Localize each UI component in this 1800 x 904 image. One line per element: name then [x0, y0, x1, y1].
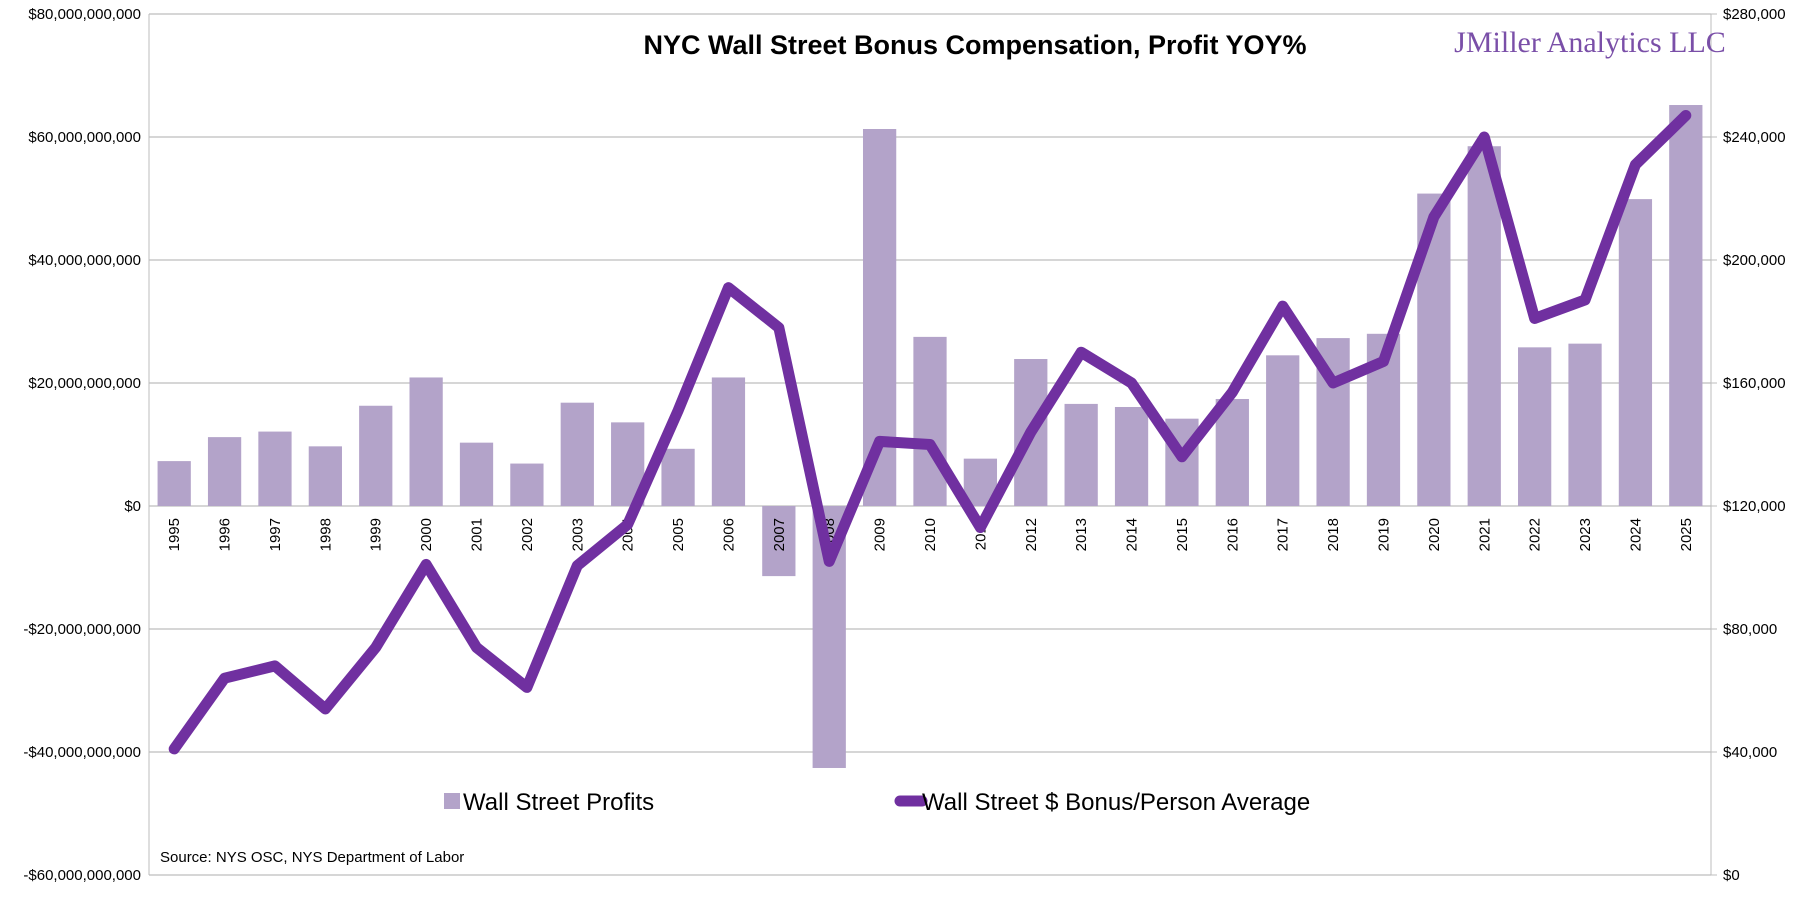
bars-profits [157, 105, 1703, 768]
left-axis-ticks: $80,000,000,000 $60,000,000,000 $40,000,00… [23, 6, 141, 884]
bar-2005 [661, 448, 695, 506]
left-tick-label: $0 [124, 498, 141, 515]
bar-2024 [1618, 199, 1653, 507]
x-tick-label: 2021 [1476, 518, 1493, 551]
x-axis-labels: 1995 1996 1997 1998 1999 2000 2001 2002 2003 2004… [166, 518, 1695, 551]
x-tick-label: 2015 [1174, 518, 1191, 551]
right-tick-label: $80,000 [1723, 621, 1777, 638]
left-tick-label: $40,000,000,000 [28, 252, 141, 269]
watermark-logo: JMiller Analytics LLC [1454, 26, 1726, 59]
legend-swatch-profits [444, 793, 460, 809]
right-tick-label: $40,000 [1723, 744, 1777, 761]
right-tick-label: $200,000 [1723, 252, 1786, 269]
x-tick-label: 2001 [469, 518, 486, 551]
right-tick-label: $0 [1723, 867, 1740, 884]
x-tick-label: 1999 [368, 518, 385, 551]
x-tick-label: 2018 [1325, 518, 1342, 551]
left-tick-label: -$60,000,000,000 [23, 867, 141, 884]
right-tick-label: $280,000 [1723, 6, 1786, 23]
bar-2010 [913, 336, 947, 506]
x-tick-label: 1995 [166, 518, 183, 551]
x-tick-label: 2024 [1627, 518, 1644, 551]
legend-label-bonus: Wall Street $ Bonus/Person Average [922, 789, 1310, 816]
x-tick-label: 2013 [1073, 518, 1090, 551]
left-tick-label: $60,000,000,000 [28, 129, 141, 146]
x-tick-label: 2012 [1023, 518, 1040, 551]
x-tick-label: 2017 [1275, 518, 1292, 551]
right-tick-label: $120,000 [1723, 498, 1786, 515]
x-tick-label: 2003 [569, 518, 586, 551]
line-bonus [168, 109, 1692, 755]
x-tick-label: 2006 [720, 518, 737, 551]
bar-2006 [711, 377, 746, 506]
legend-label-profits: Wall Street Profits [463, 789, 654, 816]
bar-1996 [207, 437, 242, 506]
x-tick-label: 2022 [1527, 518, 1544, 551]
left-tick-label: $80,000,000,000 [28, 6, 141, 23]
bar-1999 [359, 405, 393, 506]
right-tick-label: $240,000 [1723, 129, 1786, 146]
left-tick-label: -$20,000,000,000 [23, 621, 141, 638]
x-tick-label: 1998 [317, 518, 334, 551]
x-tick-label: 2010 [922, 518, 939, 551]
bar-2022 [1518, 347, 1552, 506]
chart-title: NYC Wall Street Bonus Compensation, Prof… [643, 30, 1306, 60]
x-tick-label: 2009 [872, 518, 889, 551]
right-tick-label: $160,000 [1723, 375, 1786, 392]
x-tick-label: 1997 [267, 518, 284, 551]
bar-1995 [157, 461, 191, 506]
x-tick-label: 2016 [1224, 518, 1241, 551]
left-tick-label: $20,000,000,000 [28, 375, 141, 392]
bar-2002 [510, 463, 544, 506]
x-tick-label: 2023 [1577, 518, 1594, 551]
legend: Wall Street Profits Wall Street $ Bonus/… [444, 789, 1310, 816]
x-tick-label: 2025 [1678, 518, 1695, 551]
x-tick-label: 2005 [670, 518, 687, 551]
x-tick-label: 2014 [1124, 518, 1141, 551]
bar-2007 [762, 506, 796, 577]
bar-2013 [1064, 403, 1098, 506]
bar-2025 [1669, 105, 1703, 507]
bar-2001 [459, 442, 494, 506]
x-tick-label: 2020 [1426, 518, 1443, 551]
x-tick-label: 1996 [217, 518, 234, 551]
source-note: Source: NYS OSC, NYS Department of Labor [160, 849, 464, 866]
bar-1997 [258, 431, 292, 506]
x-tick-label: 2002 [519, 518, 536, 551]
bar-2016 [1215, 398, 1249, 506]
bar-2017 [1266, 355, 1300, 506]
bar-2023 [1568, 343, 1602, 506]
x-tick-label: 2000 [418, 518, 435, 551]
right-axis-ticks: $280,000 $240,000 $200,000 $160,000 $120,000… [1723, 6, 1786, 884]
bar-2014 [1114, 406, 1149, 506]
left-tick-label: -$40,000,000,000 [23, 744, 141, 761]
bar-2003 [560, 402, 594, 506]
x-tick-label: 2007 [771, 518, 788, 551]
bar-1998 [308, 446, 342, 506]
bar-2000 [409, 377, 443, 506]
x-tick-label: 2019 [1375, 518, 1392, 551]
bar-2021 [1467, 146, 1501, 506]
